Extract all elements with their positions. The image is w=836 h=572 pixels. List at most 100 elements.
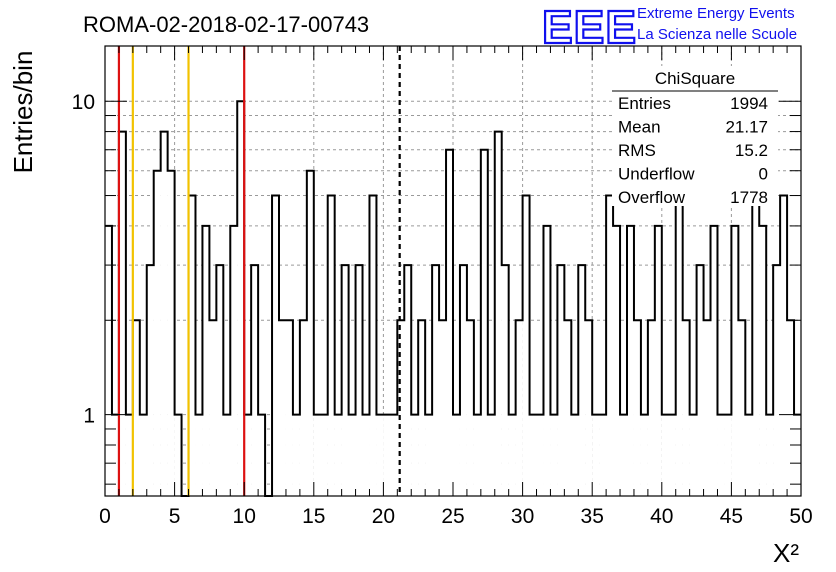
bin-79 — [654, 225, 662, 496]
x-tick-label: 35 — [581, 505, 604, 528]
bin-0 — [105, 225, 112, 496]
stats-label-mean: Mean — [618, 118, 661, 137]
bin-81 — [668, 414, 676, 496]
bin-62 — [536, 414, 544, 496]
bin-78 — [647, 320, 655, 496]
bin-35 — [348, 414, 356, 496]
bin-49 — [446, 149, 453, 497]
x-tick-label: 15 — [302, 505, 325, 528]
bin-17 — [223, 414, 231, 496]
bin-53 — [473, 414, 481, 496]
bin-45 — [418, 320, 426, 496]
bin-72 — [606, 195, 614, 496]
bin-6 — [146, 265, 154, 496]
bin-69 — [585, 320, 593, 496]
bin-36 — [355, 265, 363, 496]
stats-box: ChiSquare Entries 1994 Mean 21.17 RMS 15.2 Und… — [612, 66, 778, 207]
bin-16 — [216, 265, 224, 496]
bin-31 — [320, 414, 328, 496]
bin-76 — [633, 320, 641, 496]
bin-20 — [244, 414, 252, 496]
bin-37 — [362, 414, 370, 496]
bin-98 — [787, 320, 795, 496]
bin-61 — [529, 414, 537, 496]
stats-box-bg — [612, 66, 778, 206]
bin-64 — [550, 414, 558, 496]
stats-rows: Entries 1994 Mean 21.17 RMS 15.2 Underflow 0 Ove… — [618, 94, 768, 207]
bin-48 — [439, 320, 447, 496]
bin-34 — [341, 265, 349, 496]
bin-15 — [209, 320, 217, 496]
bin-50 — [453, 414, 460, 496]
bin-54 — [480, 149, 488, 497]
y-tick-label: 1 — [83, 405, 95, 428]
bin-89 — [724, 414, 732, 496]
bin-68 — [578, 265, 586, 496]
reference-lines — [117, 46, 401, 496]
stats-title: ChiSquare — [655, 69, 735, 88]
x-tick-label: 20 — [372, 505, 395, 528]
x-tick-label: 0 — [99, 505, 111, 528]
bin-28 — [299, 320, 307, 496]
stats-label-overflow: Overflow — [618, 188, 686, 207]
x-tick-label: 25 — [441, 505, 464, 528]
stats-label-underflow: Underflow — [618, 165, 695, 184]
bin-67 — [571, 414, 579, 496]
bin-19 — [237, 101, 245, 496]
bin-55 — [487, 414, 495, 496]
bin-18 — [230, 225, 238, 496]
logo-line1: Extreme Energy Events — [637, 5, 795, 22]
stats-value-rms: 15.2 — [735, 141, 768, 160]
bin-30 — [313, 414, 321, 496]
bin-51 — [459, 265, 467, 496]
bin-3 — [125, 414, 133, 496]
bin-8 — [160, 131, 168, 496]
bin-29 — [306, 170, 314, 496]
bin-22 — [258, 414, 266, 496]
bin-14 — [202, 225, 210, 496]
x-tick-label: 40 — [650, 505, 673, 528]
bin-5 — [139, 414, 147, 496]
bin-1 — [111, 414, 119, 496]
bin-40 — [383, 414, 391, 496]
bin-73 — [613, 225, 621, 496]
bin-33 — [334, 414, 342, 496]
bin-44 — [411, 414, 419, 496]
bin-91 — [738, 320, 746, 496]
bin-59 — [515, 320, 523, 496]
bin-92 — [745, 414, 753, 496]
x-axis-title: X² — [773, 538, 799, 568]
eee-logo: EEE Extreme Energy Events La Scienza nel… — [541, 0, 797, 54]
stats-value-mean: 21.17 — [725, 118, 768, 137]
bin-88 — [717, 414, 725, 496]
bin-74 — [620, 414, 627, 496]
bin-97 — [780, 195, 788, 496]
bin-56 — [494, 131, 502, 496]
bin-7 — [153, 170, 161, 496]
bin-63 — [543, 225, 551, 496]
bin-58 — [508, 414, 516, 496]
y-axis-title: Entries/bin — [8, 51, 38, 174]
chart-title: ROMA-02-2018-02-17-00743 — [83, 12, 369, 37]
x-axis-ticks: 0 5 10 15 20 25 30 35 40 45 50 — [99, 46, 813, 528]
bin-41 — [390, 414, 398, 496]
bin-71 — [599, 414, 607, 496]
bin-95 — [766, 414, 774, 496]
bin-70 — [592, 414, 600, 496]
logo-line2: La Scienza nelle Scuole — [637, 26, 797, 43]
bin-57 — [501, 265, 509, 496]
bin-99 — [794, 414, 801, 496]
stats-value-underflow: 0 — [759, 165, 768, 184]
bin-46 — [425, 414, 433, 496]
bin-75 — [627, 225, 634, 496]
bin-9 — [167, 170, 175, 496]
bin-66 — [564, 320, 572, 496]
bin-25 — [279, 320, 286, 496]
bin-96 — [773, 265, 781, 496]
bin-94 — [759, 225, 767, 496]
bin-90 — [731, 225, 739, 496]
bin-2 — [118, 131, 126, 496]
bin-12 — [188, 195, 196, 496]
bin-47 — [432, 265, 440, 496]
stats-label-entries: Entries — [618, 94, 671, 113]
